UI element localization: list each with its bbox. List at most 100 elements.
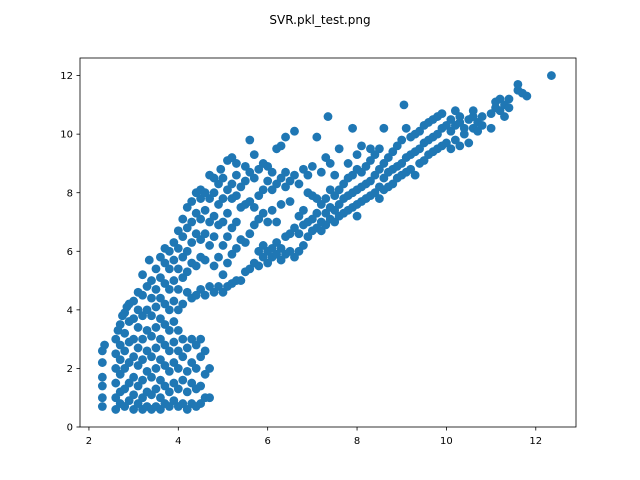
scatter-point — [151, 302, 161, 312]
scatter-point — [321, 194, 331, 203]
scatter-point — [522, 91, 532, 101]
y-tick-label: 0 — [67, 423, 73, 434]
scatter-point — [164, 325, 174, 335]
scatter-point — [299, 205, 308, 215]
scatter-point — [169, 317, 179, 326]
scatter-point — [147, 276, 156, 285]
scatter-point — [214, 252, 223, 262]
scatter-point — [379, 123, 389, 133]
scatter-point — [169, 337, 179, 347]
scatter-point — [281, 167, 290, 177]
scatter-point — [147, 331, 156, 341]
scatter-point — [209, 261, 219, 271]
scatter-point — [216, 164, 226, 174]
scatter-point — [187, 217, 197, 227]
scatter-point — [147, 311, 156, 321]
scatter-point — [151, 284, 161, 294]
axes: 2 4 6 8 10 12 0 2 4 6 8 10 12 — [60, 57, 577, 447]
scatter-point — [477, 120, 487, 130]
scatter-point — [263, 217, 273, 227]
scatter-point — [249, 150, 259, 160]
scatter-point — [115, 320, 125, 329]
scatter-point — [316, 167, 326, 177]
scatter-point — [401, 123, 411, 133]
scatter-point — [227, 179, 237, 189]
scatter-point — [513, 79, 523, 89]
scatter-point — [196, 334, 206, 344]
scatter-point — [173, 284, 183, 294]
scatter-point — [374, 194, 384, 203]
scatter-point — [182, 267, 192, 277]
scatter-point — [410, 170, 420, 180]
scatter-point — [200, 229, 210, 239]
scatter-point — [151, 323, 161, 332]
scatter-point — [323, 112, 333, 121]
chart-title: SVR.pkl_test.png — [269, 13, 370, 27]
scatter-point — [500, 112, 509, 121]
scatter-point — [352, 211, 362, 221]
scatter-point — [129, 296, 139, 306]
scatter-point — [164, 387, 174, 397]
scatter-point — [182, 343, 192, 353]
scatter-point — [144, 255, 154, 265]
scatter-point — [200, 205, 210, 215]
y-tick-label: 2 — [67, 364, 73, 375]
y-tick-label: 4 — [67, 305, 73, 316]
scatter-point — [374, 144, 384, 154]
scatter-point — [267, 167, 277, 177]
scatter-point — [120, 328, 130, 338]
scatter-point — [249, 173, 259, 183]
scatter-point — [200, 346, 210, 356]
scatter-point — [97, 402, 107, 411]
scatter-point — [249, 202, 259, 212]
scatter-point — [240, 238, 250, 247]
scatter-point — [164, 264, 174, 274]
scatter-point — [236, 276, 246, 285]
scatter-point — [446, 144, 456, 154]
scatter-point — [151, 264, 161, 274]
scatter-point — [164, 346, 174, 356]
scatter-point — [477, 112, 487, 121]
scatter-point — [486, 123, 496, 133]
scatter-point — [164, 366, 174, 376]
scatter-point — [182, 366, 192, 376]
scatter-point — [459, 123, 469, 133]
scatter-point — [151, 384, 161, 394]
scatter-point — [307, 161, 317, 171]
plot-frame — [79, 57, 577, 428]
scatter-point — [348, 123, 357, 133]
scatter-point — [200, 290, 210, 300]
scatter-point — [138, 290, 147, 300]
x-tick-label: 6 — [264, 436, 270, 447]
scatter-point — [205, 393, 214, 403]
scatter-point — [173, 264, 183, 274]
scatter-point — [173, 384, 183, 394]
scatter-point — [245, 229, 255, 239]
y-tick-label: 10 — [60, 130, 73, 141]
scatter-point — [232, 217, 241, 227]
x-tick-label: 8 — [354, 436, 360, 447]
scatter-point — [218, 270, 228, 280]
y-tick-label: 12 — [60, 71, 73, 82]
scatter-point — [178, 334, 188, 344]
scatter-point — [209, 232, 219, 242]
scatter-point — [182, 387, 192, 397]
scatter-point — [138, 375, 147, 385]
scatter-point — [129, 352, 139, 362]
scatter-point — [223, 258, 232, 268]
scatter-point — [281, 132, 290, 142]
scatter-point — [294, 229, 304, 239]
scatter-point — [182, 246, 192, 256]
scatter-point — [178, 299, 188, 309]
scatter-point — [464, 138, 474, 148]
scatter-point — [173, 243, 183, 253]
scatter-point — [191, 261, 201, 271]
scatter-point — [178, 214, 188, 224]
scatter-point — [263, 176, 273, 186]
scatter-point — [223, 232, 232, 242]
scatter-point — [178, 375, 188, 385]
scatter-point — [240, 176, 250, 186]
scatter-point — [468, 106, 478, 116]
scatter-point — [312, 208, 322, 218]
scatter-point — [196, 381, 206, 391]
